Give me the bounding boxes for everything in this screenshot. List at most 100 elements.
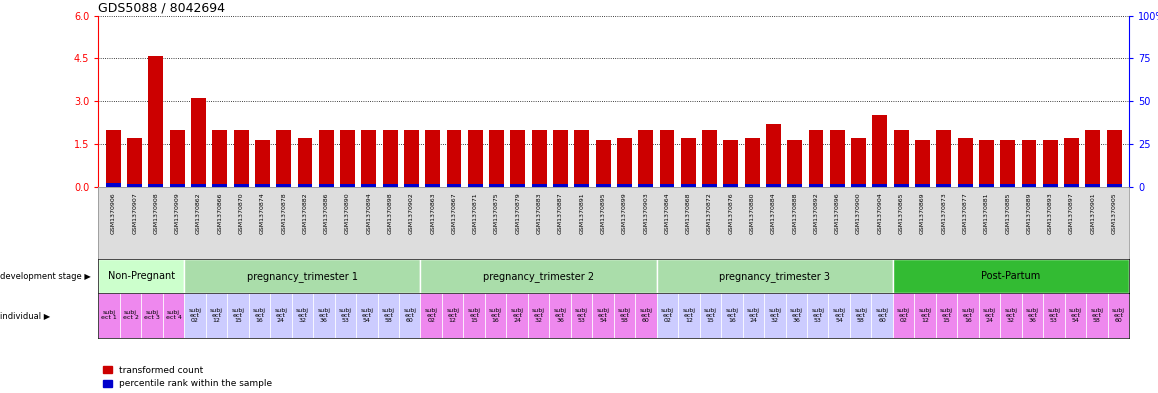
Text: GSM1370869: GSM1370869 [919, 193, 925, 234]
Text: subj
ect
02: subj ect 02 [661, 308, 674, 323]
Bar [830, 184, 845, 187]
Bar [1064, 184, 1079, 187]
Text: GSM1370870: GSM1370870 [239, 193, 243, 234]
Bar [1043, 293, 1064, 338]
Text: subj
ect
36: subj ect 36 [1026, 308, 1039, 323]
Bar [679, 293, 699, 338]
Text: GSM1370907: GSM1370907 [132, 193, 137, 234]
Text: GSM1370871: GSM1370871 [472, 193, 478, 234]
Bar [127, 184, 142, 187]
Bar [850, 293, 871, 338]
Text: GSM1370903: GSM1370903 [643, 193, 648, 234]
Bar [595, 140, 610, 187]
Bar [463, 293, 485, 338]
Bar [447, 130, 462, 187]
Text: subj
ect
53: subj ect 53 [576, 308, 588, 323]
Text: subj
ect
36: subj ect 36 [790, 308, 802, 323]
Bar [170, 184, 184, 187]
Text: GSM1370863: GSM1370863 [431, 193, 435, 234]
Text: GSM1370904: GSM1370904 [878, 193, 882, 234]
Bar [313, 293, 335, 338]
Bar [893, 293, 915, 338]
Bar [1064, 138, 1079, 187]
Bar [1043, 184, 1057, 187]
Bar [893, 259, 1129, 293]
Text: GSM1370889: GSM1370889 [1026, 193, 1032, 234]
Bar [212, 184, 227, 187]
Bar [571, 293, 592, 338]
Bar [163, 293, 184, 338]
Bar [532, 184, 547, 187]
Bar [511, 130, 526, 187]
Text: subj
ect
32: subj ect 32 [296, 308, 309, 323]
Text: subj
ect
15: subj ect 15 [704, 308, 717, 323]
Bar [657, 293, 679, 338]
Text: GSM1370868: GSM1370868 [686, 193, 691, 234]
Text: subj
ect
54: subj ect 54 [596, 308, 609, 323]
Bar [420, 259, 657, 293]
Bar [808, 130, 823, 187]
Bar [141, 293, 163, 338]
Bar [851, 138, 866, 187]
Bar [1085, 184, 1100, 187]
Bar [937, 130, 951, 187]
Bar [206, 293, 227, 338]
Bar [764, 293, 785, 338]
Text: GSM1370864: GSM1370864 [665, 193, 669, 234]
Bar [485, 293, 506, 338]
Text: GSM1370875: GSM1370875 [494, 193, 499, 234]
Text: GSM1370897: GSM1370897 [1069, 193, 1075, 234]
Bar [787, 140, 802, 187]
Bar [335, 293, 357, 338]
Text: subj
ect 2: subj ect 2 [123, 310, 139, 320]
Bar [298, 184, 313, 187]
Bar [937, 184, 951, 187]
Bar [958, 138, 973, 187]
Bar [660, 184, 674, 187]
Bar [361, 184, 376, 187]
Bar [807, 293, 828, 338]
Bar [148, 55, 163, 187]
Text: pregnancy_trimester 2: pregnancy_trimester 2 [483, 271, 594, 281]
Text: subj
ect 3: subj ect 3 [144, 310, 160, 320]
Bar [979, 184, 994, 187]
Text: GSM1370896: GSM1370896 [835, 193, 840, 234]
Bar [979, 140, 994, 187]
Bar [420, 293, 442, 338]
Text: subj
ect
02: subj ect 02 [189, 308, 201, 323]
Text: development stage ▶: development stage ▶ [0, 272, 90, 281]
Bar [1064, 293, 1086, 338]
Bar [872, 116, 887, 187]
Text: individual ▶: individual ▶ [0, 311, 50, 320]
Text: GSM1370866: GSM1370866 [218, 193, 222, 234]
Bar [382, 130, 397, 187]
Text: GSM1370908: GSM1370908 [153, 193, 159, 234]
Bar [1086, 293, 1107, 338]
Text: GSM1370887: GSM1370887 [558, 193, 563, 234]
Bar [549, 293, 571, 338]
Text: subj
ect
24: subj ect 24 [511, 308, 523, 323]
Text: subj
ect
53: subj ect 53 [1047, 308, 1061, 323]
Bar [378, 293, 400, 338]
Text: GSM1370890: GSM1370890 [345, 193, 350, 234]
Text: GSM1370898: GSM1370898 [388, 193, 393, 234]
Bar [1001, 293, 1021, 338]
Text: subj
ect
12: subj ect 12 [918, 308, 931, 323]
Text: subj
ect
15: subj ect 15 [232, 308, 244, 323]
Bar [447, 184, 462, 187]
Text: subj
ect 4: subj ect 4 [166, 310, 182, 320]
Text: GSM1370900: GSM1370900 [856, 193, 862, 234]
Bar [277, 130, 291, 187]
Bar [724, 184, 739, 187]
Text: GSM1370882: GSM1370882 [302, 193, 308, 234]
Bar [638, 184, 653, 187]
Bar [958, 184, 973, 187]
Text: subj
ect
54: subj ect 54 [833, 308, 845, 323]
Text: subj
ect
24: subj ect 24 [274, 308, 287, 323]
Bar [657, 259, 893, 293]
Text: GSM1370873: GSM1370873 [941, 193, 946, 234]
Text: GSM1370878: GSM1370878 [281, 193, 286, 234]
Bar [638, 130, 653, 187]
Bar [1107, 293, 1129, 338]
Bar [404, 130, 419, 187]
